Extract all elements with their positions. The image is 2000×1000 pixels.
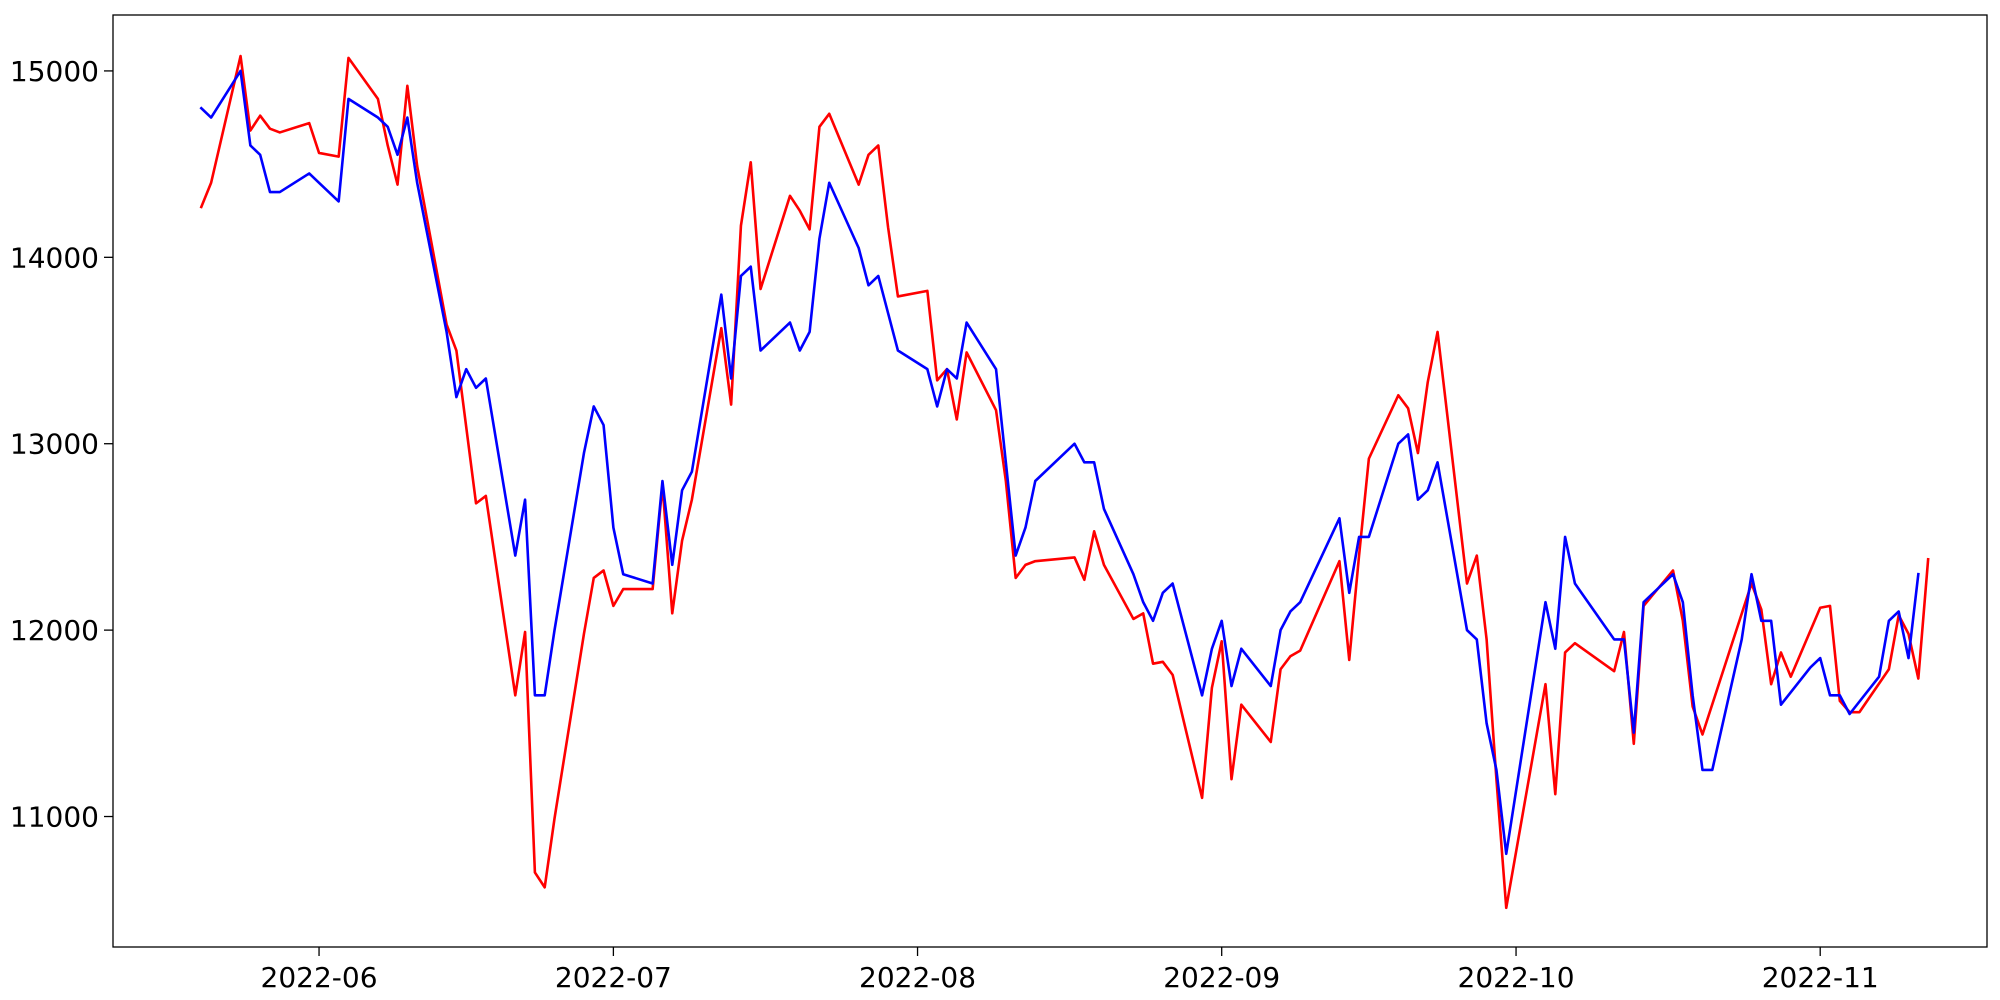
- y-tick-label: 13000: [10, 428, 99, 461]
- y-tick-label: 11000: [10, 801, 99, 834]
- y-tick-label: 12000: [10, 614, 99, 647]
- series-layer: [199, 54, 1930, 910]
- x-tick-label: 2022-10: [1458, 961, 1575, 994]
- plot-frame: [112, 14, 1988, 948]
- x-tick-label: 2022-08: [859, 961, 976, 994]
- x-tick-label: 2022-06: [261, 961, 378, 994]
- y-tick-label: 14000: [10, 241, 99, 274]
- x-tick-label: 2022-11: [1762, 961, 1879, 994]
- y-tick-label: 15000: [10, 55, 99, 88]
- series-line-2: [199, 69, 1920, 856]
- axes-layer: 2022-06 2022-07 2022-08 2022-09 2022-10 2022-…: [10, 14, 1988, 994]
- series-line-1: [199, 54, 1930, 910]
- x-tick-label: 2022-09: [1163, 961, 1280, 994]
- x-tick-label: 2022-07: [555, 961, 672, 994]
